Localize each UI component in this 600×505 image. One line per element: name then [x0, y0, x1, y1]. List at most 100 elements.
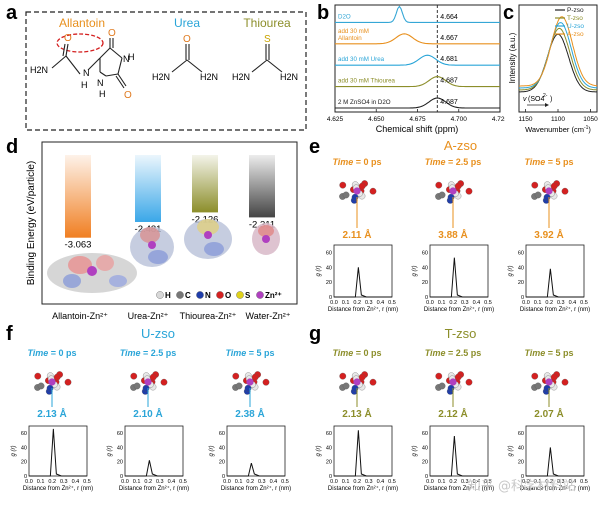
panel-d-legend-label-1: C	[185, 291, 191, 300]
allantoin-o3: O	[124, 90, 132, 101]
allantoin-h1: H	[81, 80, 88, 90]
gr-xtick-label: 0.2	[353, 479, 361, 485]
allantoin-o2: O	[108, 28, 116, 39]
panel-c-v-symbol: v	[523, 96, 527, 103]
snapshot-molecule-2	[232, 371, 270, 395]
snapshot-distance-2: 3.92 Å	[534, 228, 563, 241]
gr-curve-2	[526, 268, 584, 298]
snapshot-atom	[339, 181, 347, 189]
gr-xtick-label: 0.2	[144, 479, 152, 485]
thiourea-s: S	[264, 34, 271, 45]
gr-xtick-label: 0.1	[534, 300, 542, 306]
panel-d-xlabel-2: Thiourea-Zn²⁺	[180, 311, 237, 321]
gr-xtick-label: 0.5	[484, 300, 492, 306]
gr-xtick-label: 0.4	[377, 479, 385, 485]
gr-xtick-label: 0.4	[168, 479, 176, 485]
gr-curve-0	[334, 430, 392, 477]
gr-xtick-label: 0.2	[246, 479, 254, 485]
gr-xlabel: Distance from Zn²⁺, r (nm)	[328, 306, 398, 313]
gr-ytick-label: 20	[219, 460, 225, 466]
gr-xtick-label: 0.2	[449, 300, 457, 306]
panel-d-legend-label-3: O	[225, 291, 231, 300]
gr-xtick-label: 0.0	[25, 479, 33, 485]
snapshot-time-0: Time = 0 ps	[332, 157, 381, 167]
panel-b-nmr-chart: 4.625 4.650 4.675 4.700 4.725 D2O add 30 mMAl…	[327, 4, 505, 134]
gr-ytick-label: 60	[117, 431, 123, 437]
thiourea-nh2-left: H2N	[232, 72, 250, 82]
snapshot-atom	[251, 373, 259, 381]
panel-b-trace-label-0: D2O	[338, 13, 351, 20]
snapshot-zn-atom	[48, 378, 56, 386]
snapshot-atom	[160, 378, 168, 386]
snapshot-time-word: Time	[225, 348, 246, 358]
gr-ytick-label: 0	[24, 474, 27, 480]
panel-b-trace-label-4: 2 M ZnSO4 in D2O	[338, 99, 391, 106]
gr-ylabel: g (r)	[107, 446, 113, 457]
panel-b-trace-label-1: add 30 mM	[338, 28, 369, 35]
allantoin-n3: N	[97, 78, 104, 88]
snapshot-time-1: Time = 2.5 ps	[120, 348, 177, 358]
gr-xtick-label: 0.3	[258, 479, 266, 485]
gr-xtick-label: 0.2	[449, 479, 457, 485]
panel-title: U-zso	[141, 326, 175, 341]
gr-xtick-label: 0.3	[60, 479, 68, 485]
panel-b-xtick-label: 4.725	[492, 116, 505, 123]
allantoin-zn-complex	[47, 253, 137, 293]
snapshot-atom	[531, 181, 539, 189]
gr-ytick-label: 60	[326, 250, 332, 256]
snapshot-atom	[130, 372, 138, 380]
snapshot-distance-0: 2.13 Å	[342, 407, 371, 420]
gr-xlabel: Distance from Zn²⁺, r (nm)	[520, 306, 590, 313]
gr-ytick-label: 40	[326, 445, 332, 451]
gr-xlabel: Distance from Zn²⁺, r (nm)	[23, 485, 93, 492]
gr-xtick-label: 0.5	[484, 479, 492, 485]
panel-g-t-zso: T-zso Time = 0 ps 2.13 Å g (r) 0 20 40 60 0.0 0.1…	[305, 323, 600, 500]
panel-b-top-value: 4.664	[440, 14, 458, 21]
panel-title: A-zso	[444, 138, 477, 153]
allantoin-highlight-ring	[56, 33, 104, 53]
snapshot-time-value: = 5 ps	[545, 348, 573, 358]
gr-xtick-label: 0.2	[353, 300, 361, 306]
urea-o: O	[183, 34, 191, 45]
panel-d-bar-2	[192, 155, 218, 213]
gr-curve-2	[227, 463, 285, 477]
allantoin-name: Allantoin	[59, 16, 105, 30]
snapshot-atom	[454, 182, 462, 190]
panel-b-xtick-label: 4.700	[451, 116, 468, 123]
panel-b-trace-label-1-line2: Allantoin	[338, 35, 362, 42]
gr-xtick-label: 0.3	[156, 479, 164, 485]
panel-b-peak-value-4: 4.687	[440, 99, 458, 106]
panel-d-bar-value-0: -3.063	[65, 240, 92, 251]
gr-ytick-label: 40	[422, 265, 428, 271]
snapshot-time-word: Time	[27, 348, 48, 358]
snapshot-distance-0: 2.11 Å	[343, 228, 372, 241]
panel-c-curve-1	[518, 27, 597, 91]
snapshot-distance-0: 2.13 Å	[37, 407, 66, 420]
gr-ytick-label: 60	[21, 431, 27, 437]
gr-ylabel: g (r)	[412, 266, 418, 277]
gr-ytick-label: 60	[518, 250, 524, 256]
gr-xtick-label: 0.1	[534, 479, 542, 485]
snapshot-atom	[550, 182, 558, 190]
gr-xlabel: Distance from Zn²⁺, r (nm)	[221, 485, 291, 492]
gr-xtick-label: 0.5	[83, 479, 91, 485]
panel-d-bar-3	[249, 155, 275, 218]
snapshot-atom	[534, 191, 542, 199]
panel-b-xtick-label: 4.625	[327, 116, 344, 123]
snapshot-distance-2: 2.07 Å	[534, 407, 563, 420]
gr-ylabel: g (r)	[316, 266, 322, 277]
gr-curve-2	[526, 447, 584, 477]
snapshot-time-1: Time = 2.5 ps	[425, 157, 482, 167]
snapshot-distance-1: 2.10 Å	[133, 407, 162, 420]
snapshot-time-value: = 0 ps	[353, 157, 381, 167]
snapshot-time-value: = 5 ps	[545, 157, 573, 167]
panel-c-xtick-label: 1050	[583, 116, 598, 123]
gr-ytick-label: 0	[120, 474, 123, 480]
gr-ytick-label: 20	[518, 280, 524, 286]
snapshot-zn-atom	[353, 187, 361, 195]
panel-d-legend-label-0: H	[165, 291, 171, 300]
gr-ytick-label: 0	[425, 474, 428, 480]
snapshot-atom	[465, 187, 473, 195]
